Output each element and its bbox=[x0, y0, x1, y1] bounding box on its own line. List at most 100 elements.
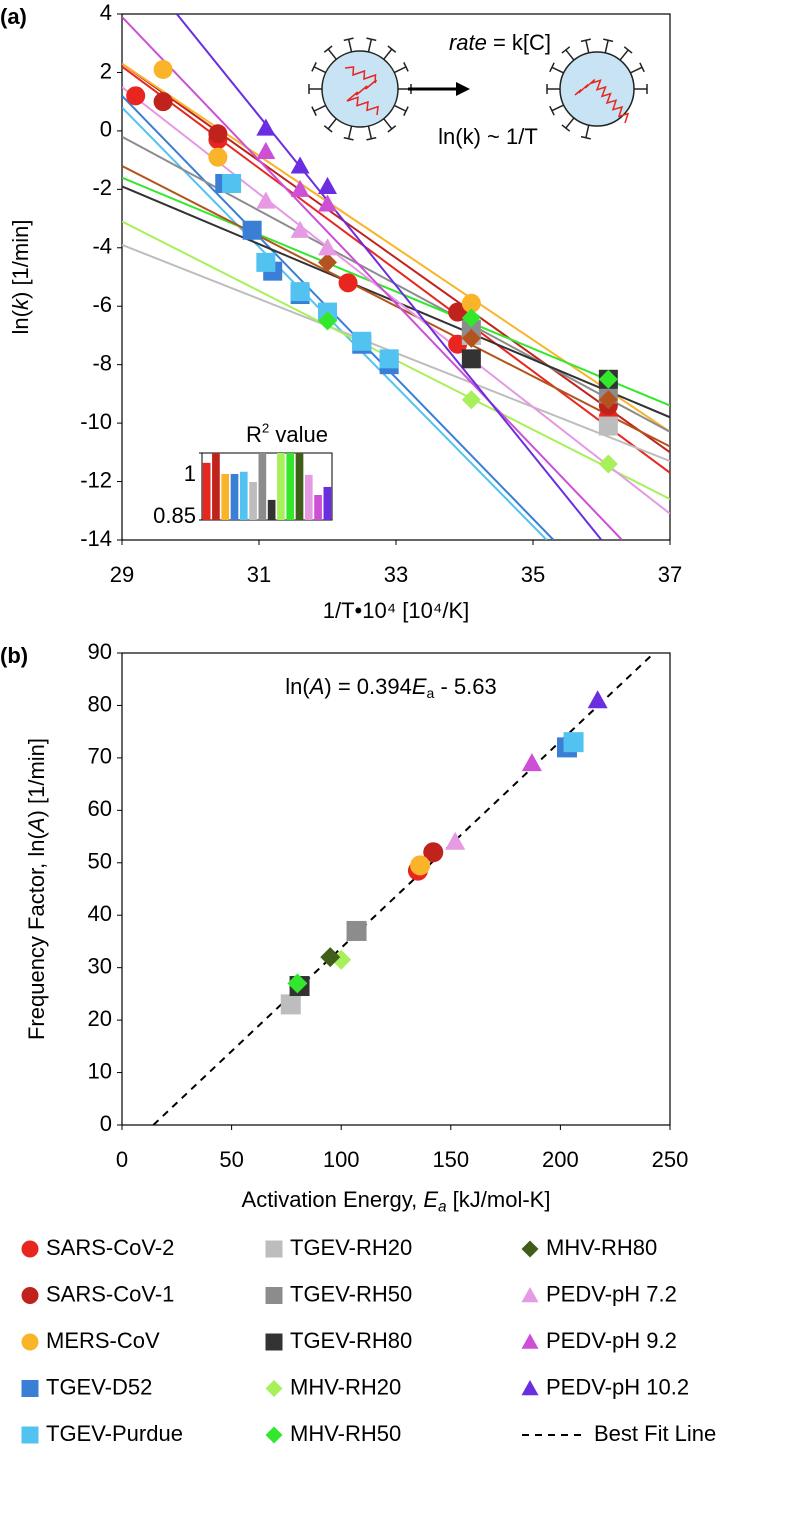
x-tick-label: 35 bbox=[521, 562, 545, 587]
spike-cap bbox=[323, 45, 333, 53]
y-tick-label: 10 bbox=[88, 1058, 112, 1083]
legend-swatch bbox=[265, 1240, 283, 1258]
spike-cap bbox=[603, 38, 614, 43]
y-tick-label: 0 bbox=[100, 117, 112, 142]
y-tick-label: 20 bbox=[88, 1006, 112, 1031]
text-part: [kJ/mol-K] bbox=[447, 1187, 551, 1212]
spike-cap bbox=[366, 136, 377, 141]
point bbox=[256, 118, 276, 136]
legend-label: MHV-RH50 bbox=[290, 1421, 401, 1446]
spike bbox=[327, 118, 337, 130]
y-tick-label: -4 bbox=[92, 234, 112, 259]
point bbox=[461, 293, 481, 313]
x-axis-label: 1/T•10⁴ [10⁴/K] bbox=[323, 598, 469, 623]
spike bbox=[630, 66, 643, 74]
point bbox=[410, 855, 431, 876]
spike bbox=[585, 40, 590, 54]
fit-line bbox=[122, 16, 623, 540]
text-part: ) [1/min] bbox=[24, 738, 49, 817]
text-part: ) = 0.394 bbox=[324, 674, 411, 699]
bar bbox=[267, 499, 276, 520]
plot-frame bbox=[121, 652, 671, 1126]
bar bbox=[202, 462, 211, 520]
y-tick-label: -2 bbox=[92, 175, 112, 200]
point bbox=[280, 994, 301, 1015]
spike-cap bbox=[387, 125, 397, 133]
legend-label: TGEV-RH80 bbox=[290, 1328, 412, 1353]
point bbox=[318, 311, 337, 331]
text-part: = k[C] bbox=[487, 30, 551, 55]
spike bbox=[313, 104, 327, 112]
bar bbox=[295, 453, 304, 520]
point bbox=[563, 732, 584, 753]
spike bbox=[393, 104, 407, 112]
annotation: ln(A) = 0.394Ea - 5.63 bbox=[285, 674, 496, 701]
point bbox=[208, 147, 228, 167]
legend-label: SARS-CoV-1 bbox=[46, 1281, 174, 1306]
text-part: a bbox=[438, 1199, 447, 1216]
legend-swatch bbox=[21, 1287, 39, 1304]
best-fit-line bbox=[152, 653, 655, 1125]
legend-swatch bbox=[265, 1333, 283, 1351]
point bbox=[445, 831, 466, 850]
spike-cap bbox=[343, 37, 354, 42]
spike bbox=[367, 125, 373, 139]
point bbox=[448, 302, 468, 322]
legend-swatch bbox=[265, 1287, 283, 1304]
fit-line bbox=[122, 165, 670, 448]
point bbox=[318, 194, 337, 212]
point bbox=[318, 176, 337, 195]
legend-label: PEDV-pH 7.2 bbox=[546, 1281, 677, 1306]
annotation: ln(k) ~ 1/T bbox=[438, 124, 538, 149]
text-part: Activation Energy, bbox=[242, 1187, 424, 1212]
spike bbox=[565, 49, 575, 61]
bar bbox=[286, 453, 295, 520]
text-part: 2 bbox=[262, 420, 269, 435]
point bbox=[256, 191, 276, 209]
spike-cap bbox=[549, 105, 555, 116]
x-tick-label: 200 bbox=[542, 1147, 579, 1172]
spike bbox=[551, 66, 564, 74]
point bbox=[461, 349, 481, 369]
x-tick-label: 0 bbox=[116, 1147, 128, 1172]
panel-label: (a) bbox=[0, 4, 27, 29]
panel-label: (b) bbox=[0, 643, 28, 668]
text-part: E bbox=[412, 674, 427, 699]
x-tick-label: 150 bbox=[432, 1147, 469, 1172]
text-part: R bbox=[246, 422, 262, 447]
point bbox=[521, 753, 542, 772]
legend-swatch bbox=[265, 1380, 283, 1397]
text-part: value bbox=[269, 422, 328, 447]
legend-swatch bbox=[265, 1426, 283, 1444]
spike bbox=[313, 66, 327, 74]
legend-label: Best Fit Line bbox=[594, 1421, 716, 1446]
point bbox=[290, 179, 310, 197]
text-part: ) [1/min] bbox=[8, 220, 33, 299]
point bbox=[346, 920, 367, 941]
legend-swatch bbox=[521, 1287, 539, 1303]
spike-cap bbox=[323, 125, 333, 133]
legend-swatch bbox=[521, 1240, 539, 1258]
y-tick-label: 0 bbox=[100, 1111, 112, 1136]
text-part: A bbox=[24, 817, 49, 834]
x-tick-label: 250 bbox=[652, 1147, 689, 1172]
point bbox=[598, 454, 618, 474]
fit-line bbox=[122, 176, 670, 407]
spike bbox=[383, 48, 393, 60]
legend-label: TGEV-Purdue bbox=[46, 1421, 183, 1446]
y-tick-label: 30 bbox=[88, 953, 112, 978]
fit-line bbox=[122, 86, 670, 515]
point bbox=[320, 947, 341, 968]
legend-label: SARS-CoV-2 bbox=[46, 1235, 174, 1260]
bar bbox=[258, 453, 267, 520]
spike bbox=[551, 104, 564, 112]
text-part: - 5.63 bbox=[434, 674, 496, 699]
point bbox=[126, 86, 146, 106]
annotation: rate = k[C] bbox=[449, 30, 551, 55]
spike-cap bbox=[623, 46, 633, 54]
bar bbox=[249, 482, 257, 520]
x-axis-label: Activation Energy, Ea [kJ/mol-K] bbox=[242, 1187, 551, 1216]
y-tick-label: 2 bbox=[100, 58, 112, 83]
y-tick-label: -12 bbox=[80, 467, 112, 492]
